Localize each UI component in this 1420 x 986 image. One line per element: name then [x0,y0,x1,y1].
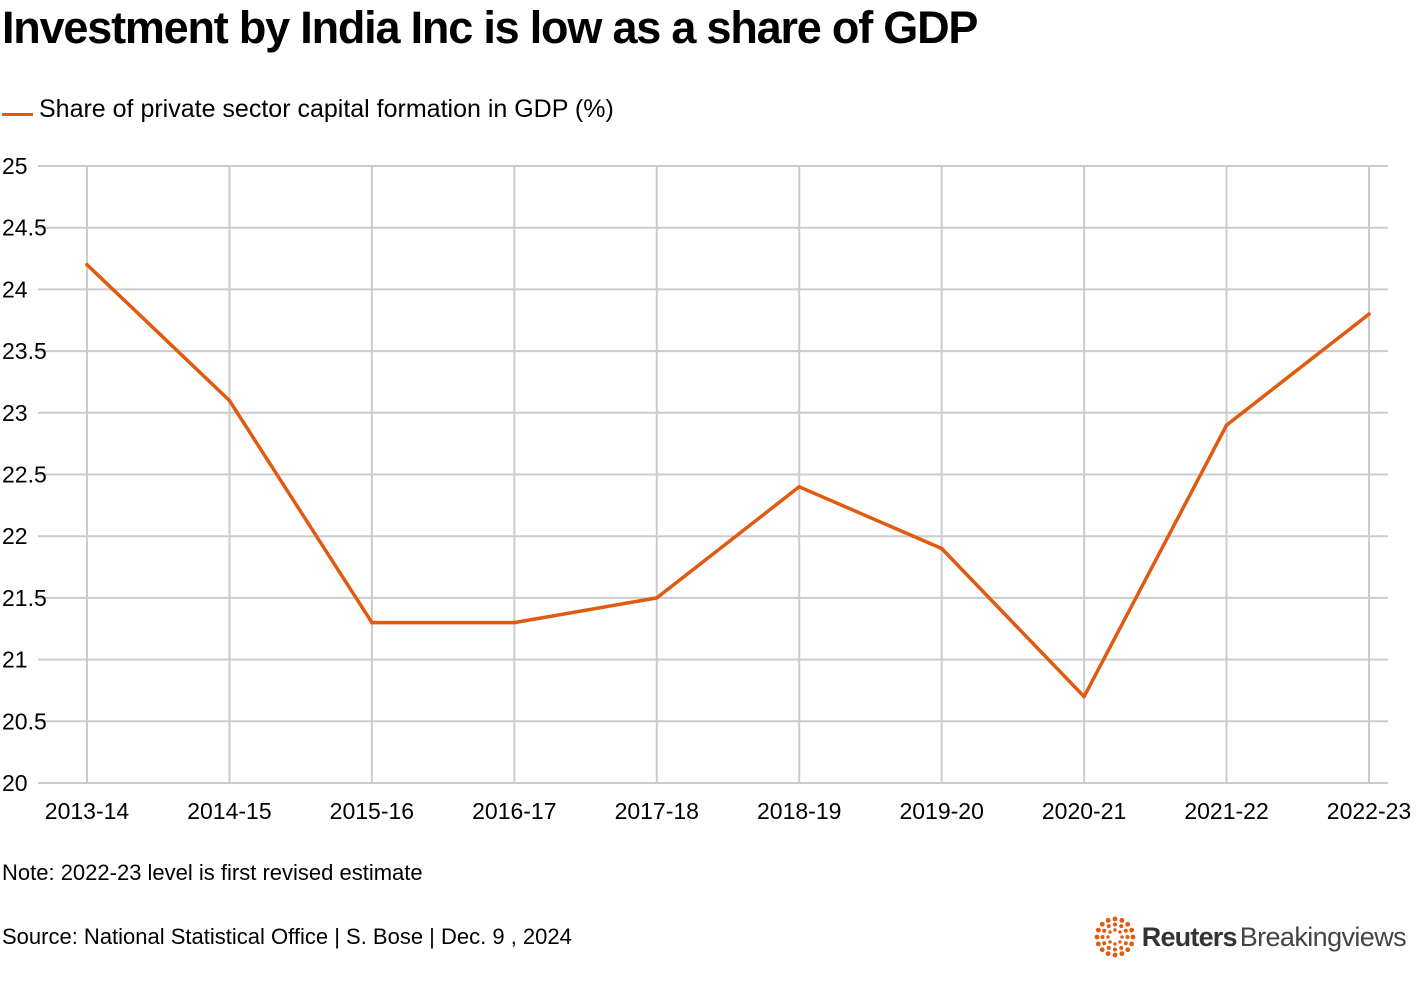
logo-dot [1119,924,1124,929]
logo-dot [1095,941,1101,947]
logo-dot [1128,927,1134,933]
logo-dot [1106,945,1111,950]
y-tick-label: 22.5 [2,462,47,488]
logo-dot [1113,942,1117,946]
x-gridlines [86,166,1370,783]
x-tick-label: 2013-14 [45,798,130,824]
data-point [227,398,232,403]
logo-dot [1112,916,1118,922]
logo-dot [1118,940,1122,944]
logo-dot [1113,928,1117,932]
data-point [85,262,89,267]
logo-dot [1128,941,1134,947]
data-point [1224,423,1229,427]
y-tick-label: 20.5 [2,708,47,734]
reuters-dots-logo-icon [1094,916,1136,958]
logo-name-light: Breakingviews [1239,921,1407,952]
logo-dot [1108,940,1112,944]
data-point [370,620,374,625]
logo-dot [1095,927,1101,933]
logo-dot [1112,947,1117,952]
logo-dot [1105,951,1111,957]
logo-dot [1100,935,1105,939]
chart-note: Note: 2022-23 level is first revised est… [2,860,423,885]
reuters-breakingviews-logo: Reuters Breakingviews [1094,916,1407,958]
logo-dot [1119,951,1125,957]
logo-dot [1125,921,1130,927]
logo-dot [1106,924,1111,929]
x-tick-labels: 2013-14 2014-15 2015-16 2016-17 2017-18 2018-… [45,798,1411,824]
logo-dot [1099,947,1105,953]
x-tick-label: 2022-23 [1327,798,1411,824]
y-tick-label: 21 [2,647,28,673]
x-tick-label: 2018-19 [757,798,841,824]
logo-dot [1130,934,1136,940]
y-tick-label: 20 [2,770,28,796]
y-gridlines [38,165,1388,784]
y-tick-label: 24.5 [2,215,47,241]
y-tick-label: 24 [2,276,28,302]
series-group [85,262,1371,699]
logo-dot [1112,922,1117,927]
data-point [512,620,517,625]
y-tick-label: 22 [2,523,28,549]
y-tick-label: 21.5 [2,585,47,611]
legend-swatch [2,112,33,116]
logo-dot [1099,921,1105,927]
logo-dot [1101,928,1106,933]
logo-name-bold: Reuters [1141,921,1238,952]
x-tick-label: 2020-21 [1042,798,1126,824]
x-tick-label: 2017-18 [615,798,699,824]
logo-dot [1108,930,1112,934]
logo-dot [1123,941,1128,946]
chart-source: Source: National Statistical Office | S.… [2,924,572,949]
series-line [85,262,1371,699]
logo-dot [1112,952,1118,958]
x-tick-label: 2015-16 [330,798,414,824]
chart-title: Investment by India Inc is low as a shar… [2,2,978,53]
logo-dot [1125,947,1130,953]
x-tick-label: 2014-15 [187,798,271,824]
chart-legend: Share of private sector capital formatio… [2,92,614,126]
logo-dot [1119,945,1124,950]
data-point [939,546,944,551]
logo-dot [1106,935,1110,939]
logo-dot [1101,941,1106,946]
data-point [1082,694,1086,699]
logo-dot [1118,930,1122,934]
logo-dot [1125,935,1130,939]
x-tick-label: 2019-20 [899,798,983,824]
x-tick-label: 2021-22 [1184,798,1268,824]
legend-label: Share of private sector capital formatio… [39,94,614,123]
y-tick-label: 23 [2,400,28,426]
x-tick-label: 2016-17 [472,798,556,824]
y-tick-labels: 20 20.5 21 21.5 22 22.5 23 23.5 24 24.5 25 [2,153,47,796]
data-point [1367,312,1371,316]
y-tick-label: 23.5 [2,338,47,364]
logo-dot [1105,917,1111,923]
logo-dot [1094,934,1100,940]
logo-dot [1120,935,1124,939]
data-point [654,596,659,600]
logo-dot [1119,917,1125,923]
logo-dot [1123,928,1128,933]
y-tick-label: 25 [2,153,28,179]
data-point [797,485,802,489]
